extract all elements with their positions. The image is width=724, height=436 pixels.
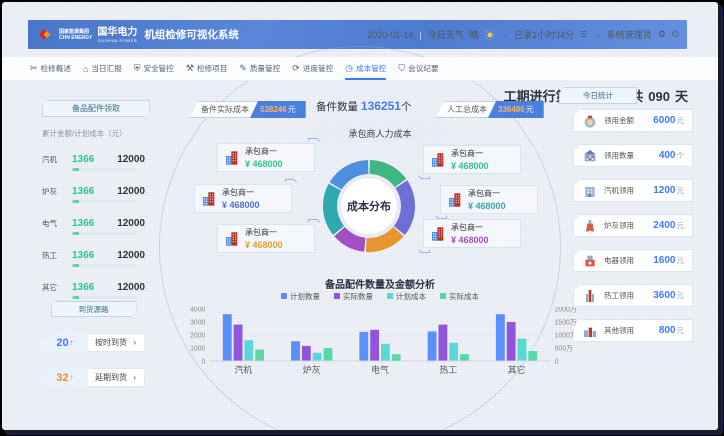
- svg-text:汽机: 汽机: [235, 364, 253, 375]
- svg-text:1000: 1000: [190, 345, 205, 352]
- svg-text:500万: 500万: [555, 344, 573, 352]
- svg-text:4000: 4000: [190, 307, 205, 314]
- svg-text:电气: 电气: [371, 364, 389, 375]
- svg-text:0: 0: [202, 358, 206, 365]
- svg-text:炉灰: 炉灰: [303, 364, 321, 375]
- svg-text:2000: 2000: [190, 332, 205, 339]
- svg-text:其它: 其它: [508, 364, 526, 375]
- svg-text:热工: 热工: [439, 364, 457, 375]
- svg-text:3000: 3000: [190, 319, 205, 326]
- svg-text:0: 0: [555, 358, 559, 365]
